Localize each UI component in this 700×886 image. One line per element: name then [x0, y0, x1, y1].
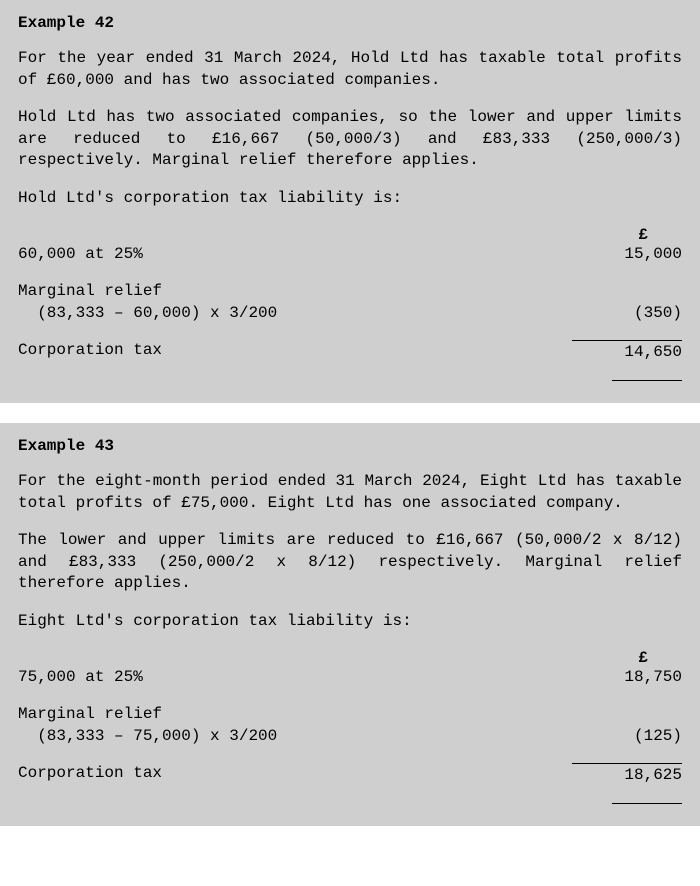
corporation-tax-value: 18,625	[572, 763, 682, 787]
example-43-mainrate-row: 75,000 at 25% 18,750	[18, 667, 682, 689]
corporation-tax-label: Corporation tax	[18, 763, 572, 787]
example-42-marginal-relief-label-row: Marginal relief	[18, 281, 682, 303]
example-42-currency-header: £	[18, 226, 682, 244]
example-43-para1: For the eight-month period ended 31 Marc…	[18, 471, 682, 514]
mainrate-label: 75,000 at 25%	[18, 667, 572, 689]
example-42-closing-rule	[18, 380, 682, 381]
example-43-marginal-relief-calc-row: (83,333 – 75,000) x 3/200 (125)	[18, 726, 682, 748]
example-43-para3: Eight Ltd's corporation tax liability is…	[18, 611, 682, 633]
mainrate-label: 60,000 at 25%	[18, 244, 572, 266]
example-43-title: Example 43	[18, 437, 682, 455]
marginal-relief-calc: (83,333 – 60,000) x 3/200	[18, 303, 572, 325]
example-42-para1: For the year ended 31 March 2024, Hold L…	[18, 48, 682, 91]
currency-symbol: £	[638, 649, 648, 667]
example-43-marginal-relief-label-row: Marginal relief	[18, 704, 682, 726]
example-42-box: Example 42 For the year ended 31 March 2…	[0, 0, 700, 403]
marginal-relief-value: (125)	[572, 726, 682, 748]
example-42-corporation-tax-row: Corporation tax 14,650	[18, 340, 682, 364]
example-42-mainrate-row: 60,000 at 25% 15,000	[18, 244, 682, 266]
example-42-para2: Hold Ltd has two associated companies, s…	[18, 107, 682, 172]
corporation-tax-value: 14,650	[572, 340, 682, 364]
currency-symbol: £	[638, 226, 648, 244]
corporation-tax-label: Corporation tax	[18, 340, 572, 364]
marginal-relief-label: Marginal relief	[18, 704, 572, 726]
marginal-relief-calc: (83,333 – 75,000) x 3/200	[18, 726, 572, 748]
example-43-corporation-tax-row: Corporation tax 18,625	[18, 763, 682, 787]
mainrate-value: 18,750	[572, 667, 682, 689]
marginal-relief-label: Marginal relief	[18, 281, 572, 303]
example-43-closing-rule	[18, 803, 682, 804]
example-43-currency-header: £	[18, 649, 682, 667]
example-42-para3: Hold Ltd's corporation tax liability is:	[18, 188, 682, 210]
example-43-box: Example 43 For the eight-month period en…	[0, 423, 700, 826]
example-42-marginal-relief-calc-row: (83,333 – 60,000) x 3/200 (350)	[18, 303, 682, 325]
marginal-relief-value: (350)	[572, 303, 682, 325]
mainrate-value: 15,000	[572, 244, 682, 266]
example-42-title: Example 42	[18, 14, 682, 32]
example-43-para2: The lower and upper limits are reduced t…	[18, 530, 682, 595]
